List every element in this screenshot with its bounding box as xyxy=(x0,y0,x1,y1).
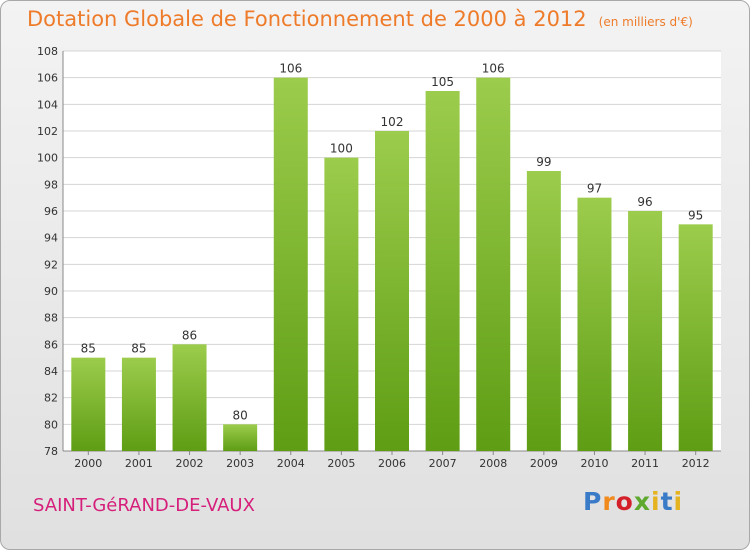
data-label: 85 xyxy=(131,342,146,356)
y-tick-label: 108 xyxy=(37,45,58,58)
bar-2010 xyxy=(577,197,612,451)
x-tick-label: 2004 xyxy=(277,457,305,470)
bar-2011 xyxy=(628,211,663,451)
x-tick-label: 2011 xyxy=(631,457,659,470)
bar-2001 xyxy=(121,357,156,451)
bar-2002 xyxy=(172,344,207,451)
x-tick-label: 2003 xyxy=(226,457,254,470)
y-tick-label: 90 xyxy=(44,285,58,298)
data-label: 96 xyxy=(637,195,652,209)
y-tick-label: 106 xyxy=(37,72,58,85)
bar-2008 xyxy=(476,77,511,452)
data-label: 86 xyxy=(182,328,197,342)
chart-subtitle: (en milliers d'€) xyxy=(598,15,693,29)
y-tick-label: 82 xyxy=(44,392,58,405)
proxiti-logo: Proxiti xyxy=(583,487,684,516)
bar-2003 xyxy=(223,424,258,451)
y-tick-label: 96 xyxy=(44,205,58,218)
data-label: 99 xyxy=(536,155,551,169)
x-tick-label: 2012 xyxy=(682,457,710,470)
data-label: 106 xyxy=(279,62,302,76)
bar-2005 xyxy=(324,157,359,451)
y-tick-label: 84 xyxy=(44,365,58,378)
data-label: 85 xyxy=(81,342,96,356)
x-tick-label: 2000 xyxy=(74,457,102,470)
bar-2004 xyxy=(273,77,308,452)
bar-2000 xyxy=(71,357,106,451)
bar-2009 xyxy=(526,171,561,451)
y-tick-label: 100 xyxy=(37,152,58,165)
y-tick-label: 102 xyxy=(37,125,58,138)
x-tick-label: 2007 xyxy=(429,457,457,470)
x-tick-label: 2010 xyxy=(580,457,608,470)
data-label: 80 xyxy=(233,408,248,422)
bar-2007 xyxy=(425,91,460,451)
y-tick-label: 80 xyxy=(44,418,58,431)
x-tick-label: 2005 xyxy=(327,457,355,470)
x-tick-label: 2001 xyxy=(125,457,153,470)
data-label: 102 xyxy=(381,115,404,129)
y-tick-label: 94 xyxy=(44,232,58,245)
chart-title: Dotation Globale de Fonctionnement de 20… xyxy=(27,7,693,31)
data-label: 106 xyxy=(482,62,505,76)
y-tick-label: 86 xyxy=(44,338,58,351)
data-label: 105 xyxy=(431,75,454,89)
bar-2006 xyxy=(375,131,409,451)
data-label: 97 xyxy=(587,182,602,196)
x-tick-label: 2002 xyxy=(176,457,204,470)
y-tick-label: 98 xyxy=(44,178,58,191)
data-label: 100 xyxy=(330,142,353,156)
y-tick-label: 104 xyxy=(37,98,58,111)
x-tick-label: 2009 xyxy=(530,457,558,470)
y-tick-label: 78 xyxy=(44,445,58,458)
x-tick-label: 2008 xyxy=(479,457,507,470)
x-tick-label: 2006 xyxy=(378,457,406,470)
commune-name: SAINT-GéRAND-DE-VAUX xyxy=(33,495,255,516)
bar-2012 xyxy=(678,224,713,451)
data-label: 95 xyxy=(688,208,703,222)
y-tick-label: 92 xyxy=(44,258,58,271)
y-tick-label: 88 xyxy=(44,312,58,325)
